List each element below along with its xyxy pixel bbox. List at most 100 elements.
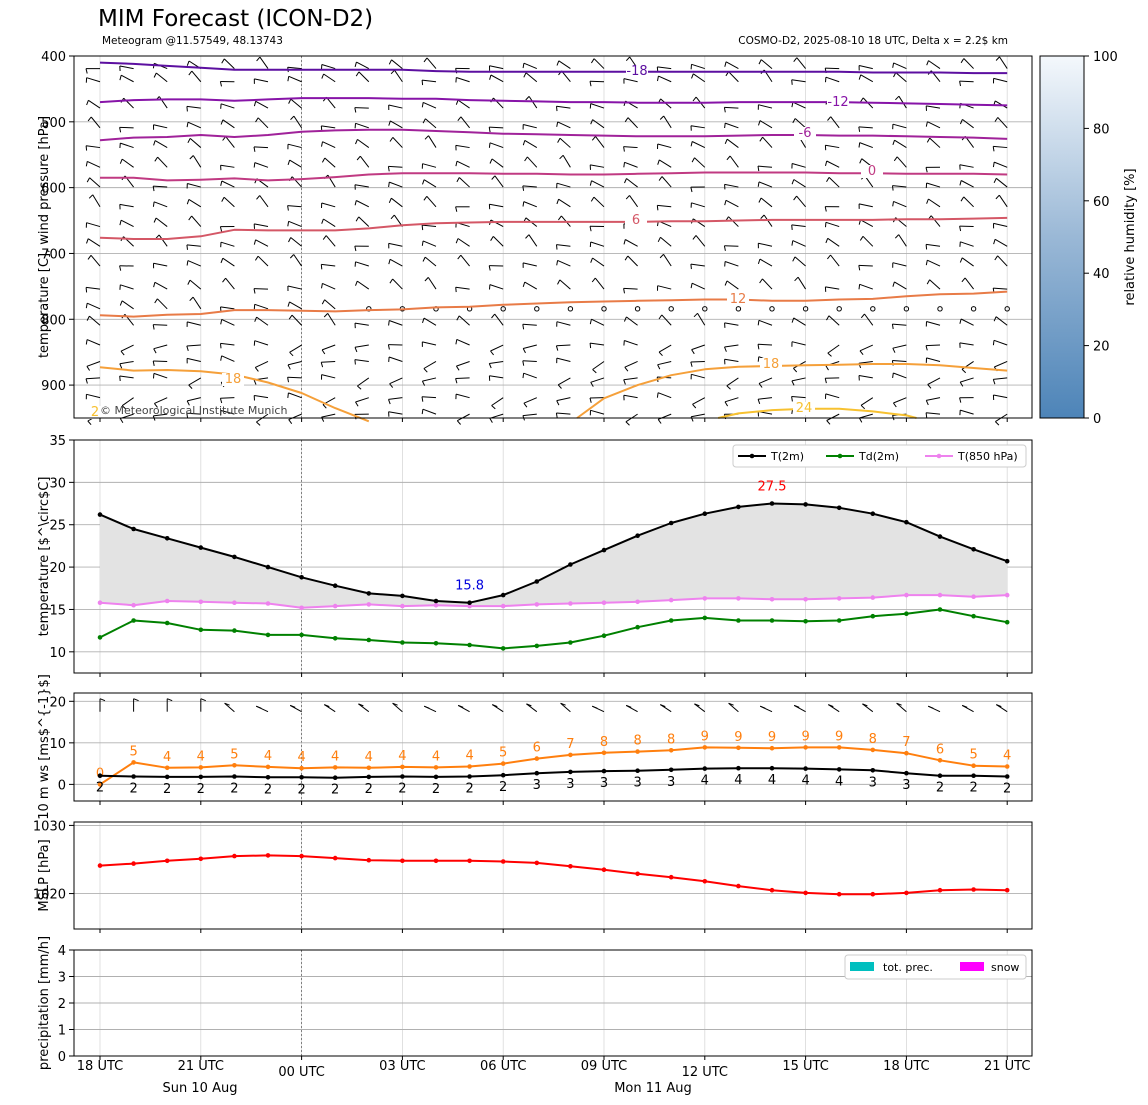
wind-barb-flag [759,136,764,142]
wind-barb [119,375,134,379]
wind-barb-flag [357,385,362,390]
wind-barb-flag [892,185,894,191]
wind-barb [191,70,202,83]
wind-barb-flag [690,264,692,270]
gust-point [366,765,372,771]
wind-barb [797,276,807,290]
wind-barb [926,321,941,326]
wind-barb [224,702,235,713]
wind-barb [590,103,605,109]
wind-barb-flag [219,226,223,232]
wind-barb-flag [793,367,798,373]
wind-barb-flag [590,119,594,125]
wind-barb [724,261,739,267]
wind-barb-flag [152,360,155,366]
wind-barb-flag [354,200,357,206]
data-point-td2m [635,624,640,630]
wind-barb-flag [726,155,731,161]
wind-barb-flag [320,362,324,368]
wind-barb [963,196,974,208]
max-temperature-label: 27.5 [758,480,787,495]
wind-speed-point [937,773,943,778]
wind-barb-flag [723,245,726,251]
wind-barb [423,361,437,369]
wind-barb-flag [491,175,496,180]
wind-barb [825,144,840,149]
wind-barb [928,198,941,208]
data-point-t2m [500,592,506,598]
wind-barb-flag [455,378,458,384]
wind-barb [657,392,672,399]
wind-barb-flag [925,121,928,127]
wind-speed-point [366,774,372,780]
data-point-td2m [433,641,439,646]
wind-barb [119,360,134,365]
wind-barb [390,197,403,208]
wind-barb-flag [189,296,194,302]
wind-barb [690,360,705,363]
colorbar-tick-label: 100 [1093,50,1118,65]
wind-barb-flag [824,206,827,212]
wind-barb [691,63,705,70]
mslp-point [836,891,842,897]
calm-wind-circle [668,306,674,312]
wind-barb-flag [455,238,459,244]
wind-barb [92,194,101,208]
contour-label: -18 [626,64,647,79]
wind-barb [356,200,370,208]
wind-barb [325,235,336,247]
wind-barb [255,100,269,109]
wind-barb-flag [321,283,323,289]
wind-barb [927,377,941,385]
wind-barb-flag [322,235,327,240]
wind-barb-flag [590,196,595,202]
wind-barb-flag [994,117,999,122]
wind-barb-flag [894,234,900,239]
gust-point [1004,764,1010,769]
wind-barb [556,244,571,247]
isotherm-line [576,363,1008,419]
wind-speed-label: 3 [869,775,877,790]
wind-barb [357,377,370,387]
y-tick-label: 0 [58,778,66,793]
wind-barb-flag [87,116,92,122]
wind-barb-flag [557,279,561,285]
gust-label: 4 [264,749,272,764]
wind-barb [388,397,403,400]
wind-barb-flag [287,159,291,166]
colorbar-tick-label: 80 [1093,122,1110,137]
wind-barb [960,180,974,188]
wind-barb-flag [155,234,160,239]
model-run-subtitle: COSMO-D2, 2025-08-10 18 UTC, Delta x = 2… [738,35,1008,47]
wind-barb [893,397,907,404]
wind-barb [455,393,470,399]
wind-barb-flag [390,214,395,220]
wind-barb [960,318,974,326]
wind-speed-point [534,770,540,776]
wind-barb [758,377,773,384]
y-tick-label: 35 [49,434,66,449]
wind-barb-flag [152,201,155,207]
wind-barb [624,361,638,368]
wind-barb [726,280,739,290]
wind-barb-flag [186,345,189,351]
wind-barb-flag [724,123,726,129]
wind-barb-flag [354,347,358,353]
calm-wind-circle [735,306,742,312]
wind-barb [457,238,470,247]
y-tick-label: 0 [58,1050,66,1065]
wind-barb [354,359,369,362]
wind-barb [994,361,1008,368]
wind-barb-flag [119,418,124,424]
gust-label: 9 [701,729,709,744]
mslp-point [702,879,708,884]
wind-barb-flag [489,158,493,164]
wind-barb [357,138,370,148]
data-point-t850 [400,603,405,609]
wind-barb [426,195,437,208]
wind-barb-flag [892,402,897,408]
mslp-point [803,890,808,896]
wind-barb [223,58,235,69]
y-axis-label: temperature [$^\circ$C] [37,477,52,637]
contour-label-bg [794,127,816,140]
